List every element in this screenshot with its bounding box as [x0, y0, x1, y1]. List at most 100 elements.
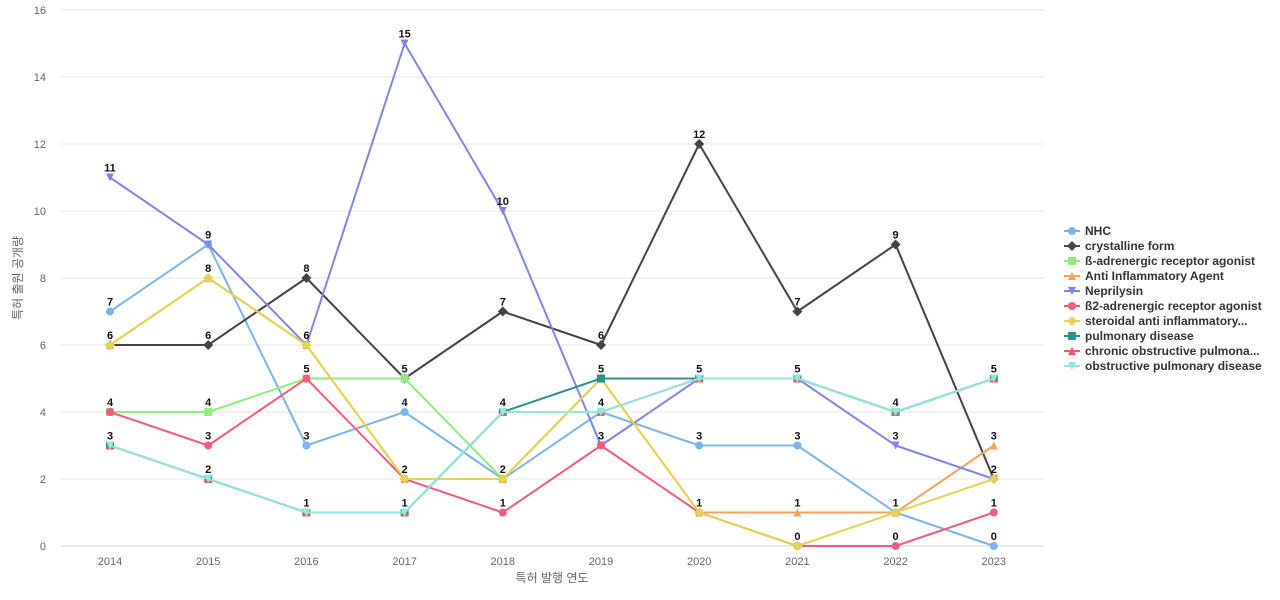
data-point [890, 239, 901, 250]
legend-marker [1067, 241, 1077, 251]
data-label: 3 [598, 431, 604, 443]
data-label: 7 [107, 297, 113, 309]
data-point [400, 508, 409, 517]
legend-label: Anti Inflammatory Agent [1085, 269, 1224, 283]
legend-item: crystalline form [1064, 239, 1174, 253]
data-label: 4 [107, 397, 114, 409]
data-label: 4 [402, 397, 409, 409]
data-point [399, 474, 410, 484]
data-point [890, 507, 901, 518]
data-label: 1 [893, 498, 899, 510]
data-label: 4 [205, 397, 212, 409]
data-point [204, 441, 213, 450]
data-label: 15 [398, 29, 410, 41]
y-tick-label: 4 [40, 407, 46, 419]
data-point [106, 441, 114, 450]
data-point [695, 374, 704, 383]
series-4 [106, 39, 998, 483]
data-label: 12 [693, 129, 705, 141]
data-label: 0 [893, 531, 899, 543]
legend-marker [1068, 257, 1076, 265]
data-label: 9 [205, 230, 211, 242]
data-point [793, 374, 802, 383]
y-tick-label: 14 [34, 72, 46, 84]
data-point [792, 541, 803, 551]
data-label: 4 [598, 397, 605, 409]
data-label: 3 [794, 431, 800, 443]
data-point [105, 340, 115, 350]
data-label: 5 [598, 364, 604, 376]
series-lines [105, 39, 999, 551]
legend-marker [1068, 302, 1076, 310]
data-label: 0 [794, 531, 800, 543]
legend-item: Anti Inflammatory Agent [1064, 269, 1224, 283]
data-label: 3 [205, 431, 211, 443]
data-label: 9 [893, 230, 899, 242]
legend-marker [1068, 362, 1076, 370]
data-point [203, 340, 214, 350]
data-label: 10 [497, 196, 509, 208]
x-tick-label: 2022 [883, 556, 907, 568]
data-point [792, 306, 803, 317]
data-label: 5 [402, 364, 408, 376]
data-point [694, 507, 705, 518]
data-label: 5 [303, 364, 309, 376]
data-label: 6 [303, 330, 309, 342]
legend-label: pulmonary disease [1085, 329, 1194, 343]
y-tick-label: 0 [40, 541, 46, 553]
series-6 [105, 273, 999, 551]
data-point [498, 207, 507, 215]
series-line [109, 243, 995, 547]
data-point [596, 340, 606, 350]
legend-item: pulmonary disease [1064, 329, 1194, 343]
data-label: 1 [794, 498, 800, 510]
data-point [989, 441, 998, 450]
x-tick-label: 2016 [294, 556, 318, 568]
data-point [400, 374, 409, 383]
data-point [400, 408, 409, 416]
data-point [106, 408, 114, 416]
series-line [109, 277, 995, 547]
data-label: 6 [107, 330, 113, 342]
data-point [106, 173, 114, 182]
data-label: 1 [303, 498, 309, 510]
data-label: 5 [696, 364, 702, 376]
data-label: 6 [205, 330, 211, 342]
data-point [204, 240, 213, 249]
y-tick-label: 16 [34, 5, 46, 17]
data-point [793, 508, 802, 517]
data-point [497, 474, 508, 484]
legend-label: NHC [1085, 224, 1111, 238]
x-tick-label: 2017 [392, 556, 416, 568]
data-point [498, 408, 507, 416]
data-label: 3 [303, 431, 309, 443]
data-point [204, 408, 213, 416]
legend-marker [1068, 332, 1076, 340]
data-point [695, 441, 704, 450]
legend-marker [1068, 287, 1076, 295]
legend-label: crystalline form [1085, 239, 1174, 253]
data-point [989, 374, 998, 383]
legend-marker [1067, 316, 1077, 326]
data-point [302, 508, 311, 517]
series-1 [105, 139, 999, 484]
data-label: 1 [696, 498, 702, 510]
data-label: 4 [500, 397, 507, 409]
data-label: 3 [696, 431, 702, 443]
data-point [302, 374, 311, 383]
data-point [203, 273, 214, 283]
series-line [109, 377, 995, 514]
data-label: 8 [303, 263, 309, 275]
data-point [694, 139, 705, 149]
legend-label: obstructive pulmonary disease [1085, 359, 1262, 373]
y-tick-label: 10 [34, 206, 46, 218]
legend-item: ß-adrenergic receptor agonist [1064, 254, 1255, 268]
data-label: 2 [205, 464, 211, 476]
legend-item: ß2-adrenergic receptor agonist [1064, 299, 1262, 313]
data-label: 1 [991, 498, 997, 510]
data-label: 3 [107, 431, 113, 443]
